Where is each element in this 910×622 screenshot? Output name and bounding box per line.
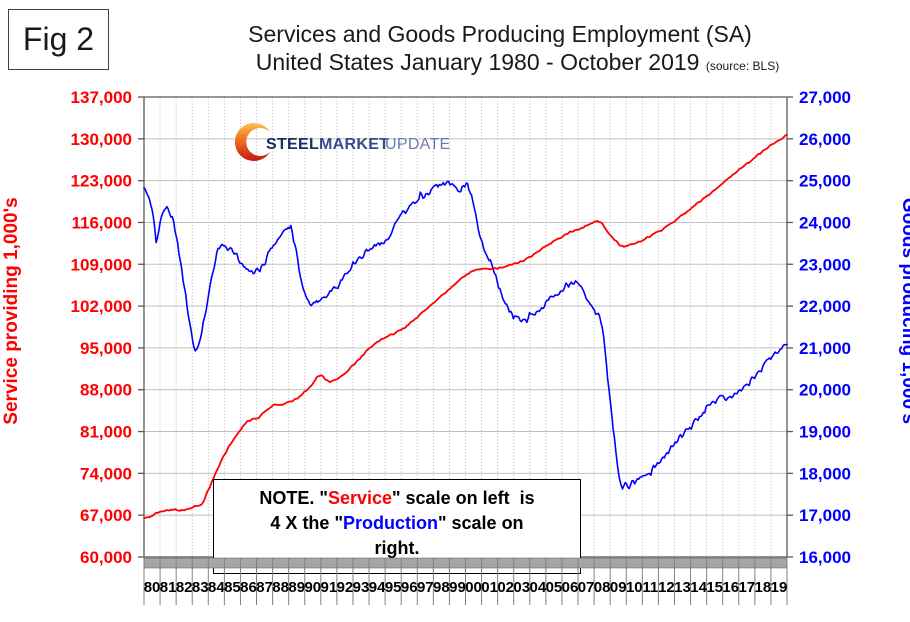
svg-text:89: 89 [288,579,305,596]
svg-text:84: 84 [208,579,225,596]
svg-text:04: 04 [529,579,546,596]
svg-text:99: 99 [449,579,466,596]
svg-text:95: 95 [385,579,402,596]
svg-text:98: 98 [433,579,450,596]
svg-text:85: 85 [224,579,241,596]
svg-text:03: 03 [513,579,530,596]
svg-text:87: 87 [256,579,273,596]
svg-text:18: 18 [755,579,772,596]
svg-text:92: 92 [337,579,354,596]
svg-text:80: 80 [144,579,161,596]
svg-text:00: 00 [465,579,482,596]
svg-text:05: 05 [546,579,563,596]
svg-text:82: 82 [176,579,193,596]
svg-text:02: 02 [497,579,514,596]
svg-text:90: 90 [304,579,321,596]
svg-text:14: 14 [690,579,707,596]
svg-text:86: 86 [240,579,257,596]
svg-text:10: 10 [626,579,643,596]
svg-text:88: 88 [272,579,289,596]
svg-text:16: 16 [722,579,739,596]
svg-text:13: 13 [674,579,691,596]
svg-text:93: 93 [353,579,370,596]
svg-text:96: 96 [401,579,418,596]
svg-text:07: 07 [578,579,595,596]
svg-text:01: 01 [481,579,498,596]
svg-text:17: 17 [738,579,755,596]
svg-text:06: 06 [562,579,579,596]
svg-text:11: 11 [642,579,658,596]
svg-text:94: 94 [369,579,386,596]
svg-text:09: 09 [610,579,627,596]
svg-text:83: 83 [192,579,209,596]
svg-text:12: 12 [658,579,675,596]
svg-text:08: 08 [594,579,611,596]
svg-text:19: 19 [771,579,788,596]
svg-text:15: 15 [706,579,723,596]
svg-text:81: 81 [160,579,177,596]
svg-text:97: 97 [417,579,434,596]
svg-text:91: 91 [321,579,338,596]
